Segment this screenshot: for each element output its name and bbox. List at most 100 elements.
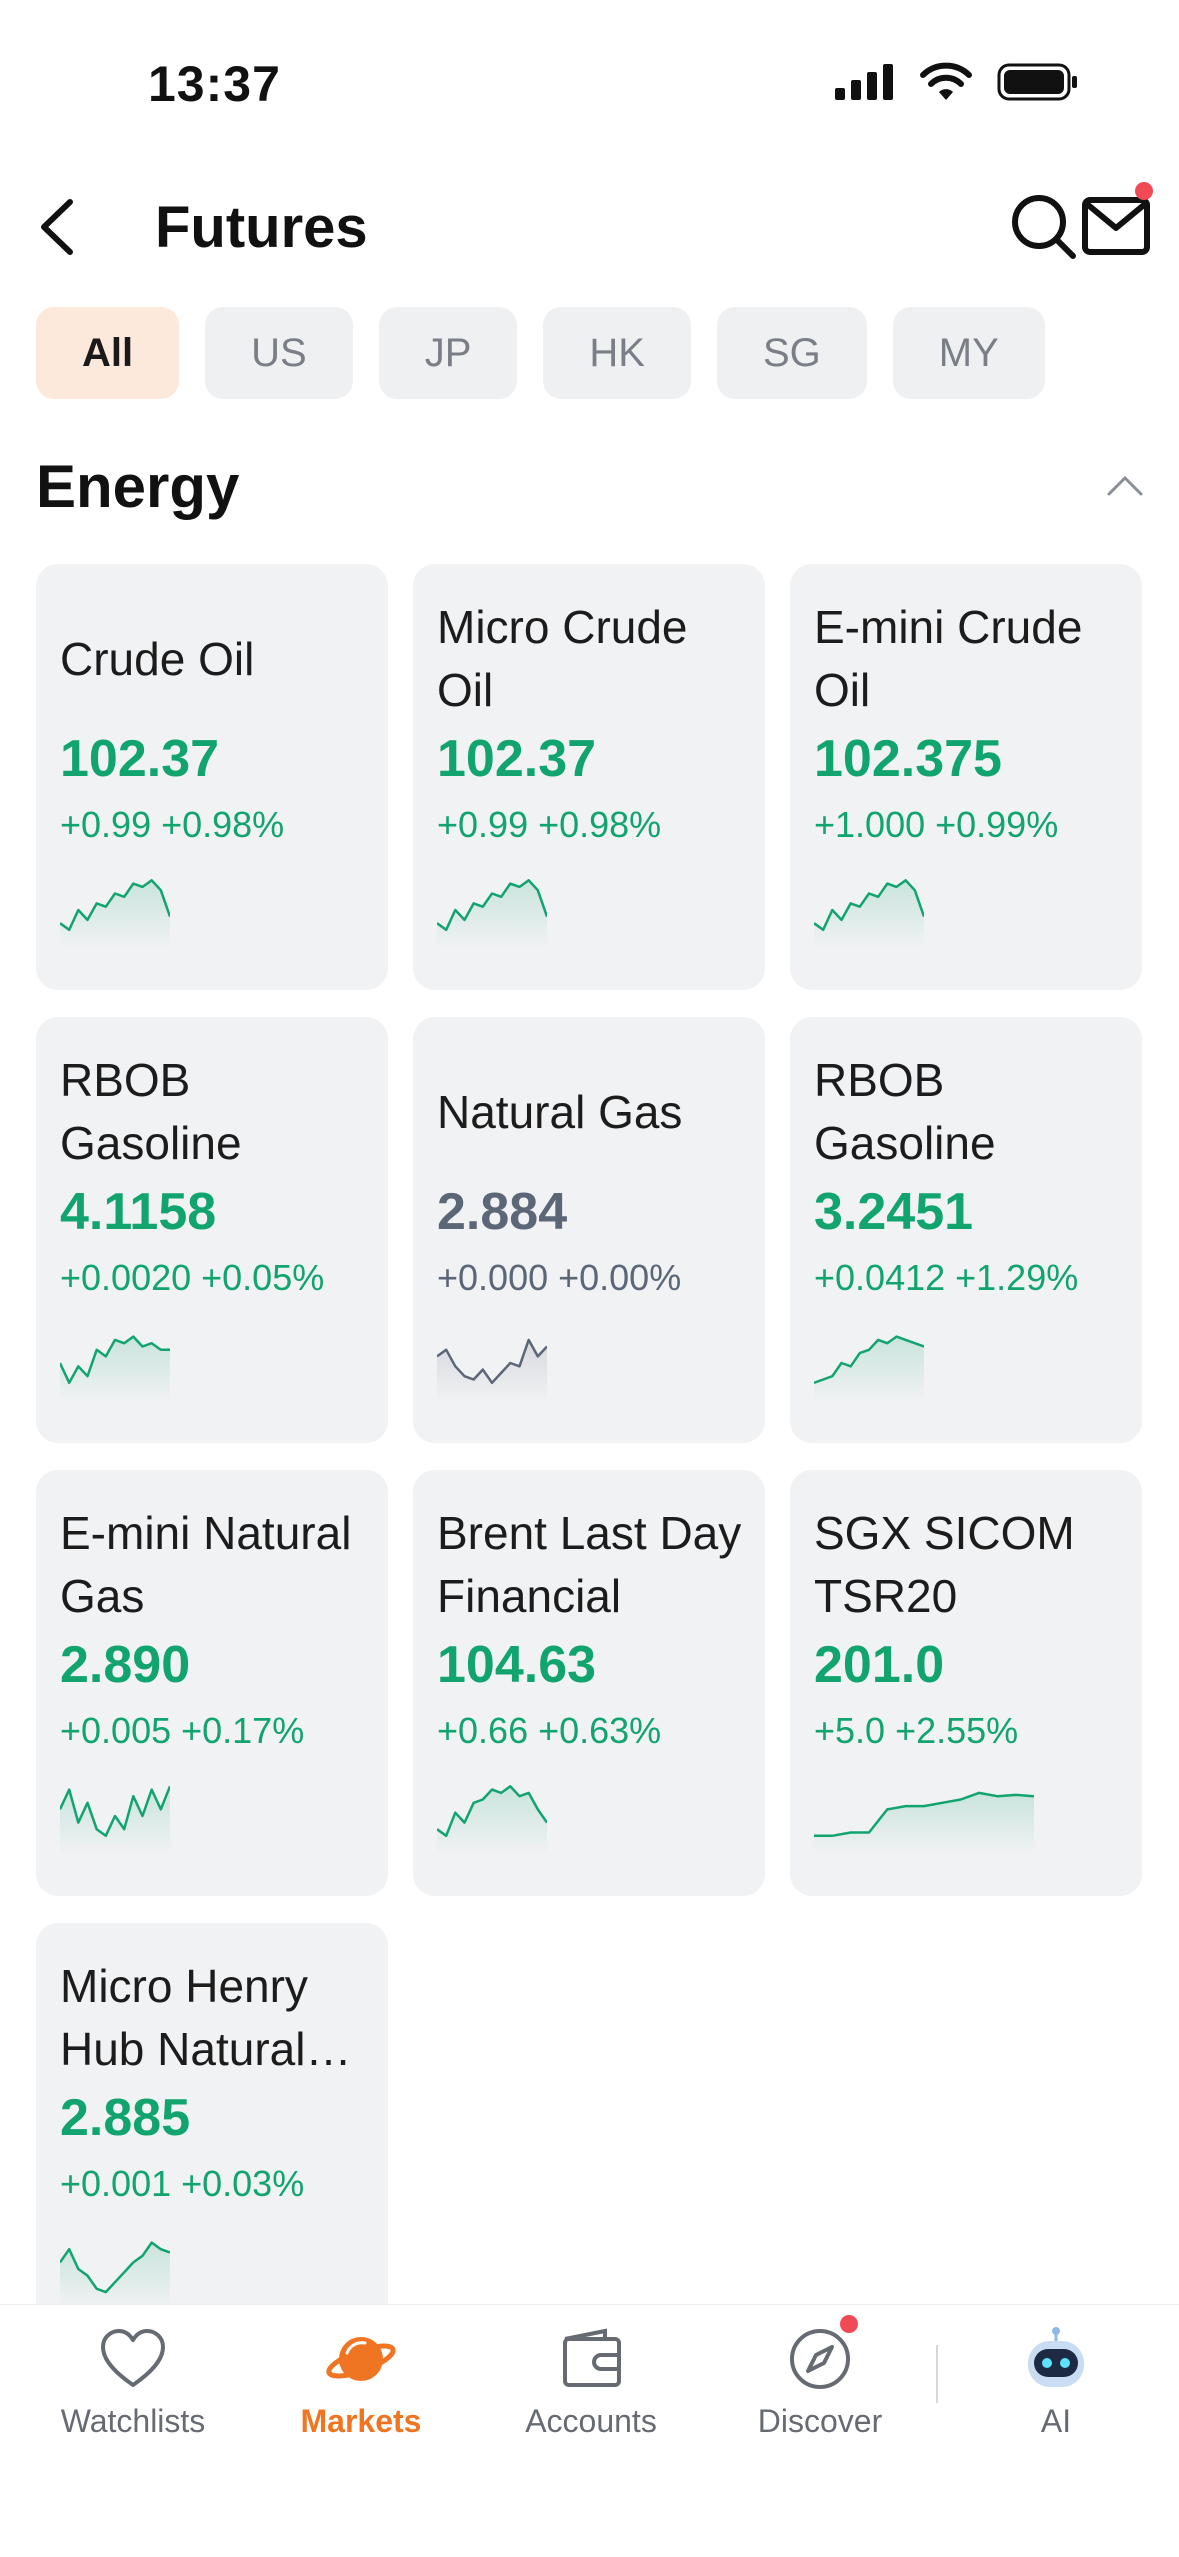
card-name: Brent Last Day Financial — [437, 1500, 745, 1630]
nav-divider — [936, 2345, 938, 2403]
card-change: +0.99 +0.98% — [437, 804, 662, 845]
page-title: Futures — [155, 195, 368, 260]
card-name: RBOB Gasoline — [814, 1047, 1122, 1177]
card-name-text: Natural Gas — [437, 1085, 683, 1138]
card-name-text: Crude Oil — [60, 632, 255, 685]
nav-watchlists[interactable]: Watchlists — [33, 2323, 233, 2440]
card-change: +0.66 +0.63% — [437, 1710, 662, 1751]
filter-chip-all[interactable]: All — [36, 307, 180, 399]
card-name-text: Micro Crude Oil — [437, 601, 688, 716]
card-price: 4.1158 — [60, 1183, 217, 1241]
sparkline-area — [814, 880, 924, 949]
futures-card[interactable]: Natural Gas 2.884 +0.000 +0.00% — [413, 1017, 765, 1443]
sparkline-chart — [60, 2241, 170, 2308]
back-arrow-icon[interactable] — [30, 192, 90, 262]
card-change: +0.000 +0.00% — [437, 1257, 682, 1298]
futures-card[interactable]: E-mini Natural Gas 2.890 +0.005 +0.17% — [36, 1470, 388, 1896]
sparkline-chart — [437, 1338, 547, 1402]
card-price: 102.37 — [437, 730, 597, 788]
card-name: SGX SICOM TSR20 — [814, 1500, 1122, 1630]
sparkline-chart — [814, 1791, 1034, 1855]
market-filter-tabs: All US JP HK SG MY — [36, 307, 1045, 399]
sparkline-line — [60, 1785, 170, 1838]
futures-card[interactable]: E-mini Crude Oil 102.375 +1.000 +0.99% — [790, 564, 1142, 990]
card-price: 201.0 — [814, 1636, 945, 1694]
sparkline-line — [437, 879, 547, 932]
compass-icon-wrap — [784, 2315, 858, 2395]
futures-grid: Crude Oil 102.37 +0.99 +0.98% Micro Crude O… — [36, 564, 1143, 2349]
filter-chip-us[interactable]: US — [205, 307, 353, 399]
nav-label-accounts: Accounts — [525, 2403, 657, 2439]
sparkline-chart — [814, 1335, 924, 1402]
card-price: 2.890 — [60, 1636, 191, 1694]
signal-icon — [835, 64, 893, 100]
card-name-text: E-mini Crude Oil — [814, 601, 1083, 716]
card-name-text: RBOB Gasoline — [814, 1054, 996, 1169]
card-change: +0.0412 +1.29% — [814, 1257, 1079, 1298]
card-name: Micro Henry Hub Natural Gas — [60, 1953, 368, 2083]
nav-ai[interactable]: AI — [956, 2323, 1156, 2440]
card-name: Micro Crude Oil — [437, 594, 745, 724]
card-change: +0.005 +0.17% — [60, 1710, 305, 1751]
sparkline-line — [437, 1785, 547, 1838]
wallet-icon — [563, 2328, 621, 2387]
sparkline-chart — [60, 1335, 170, 1402]
card-price: 2.884 — [437, 1183, 568, 1241]
status-icons — [835, 62, 1079, 102]
futures-card[interactable]: Crude Oil 102.37 +0.99 +0.98% — [36, 564, 388, 990]
card-change: +1.000 +0.99% — [814, 804, 1059, 845]
sparkline-chart — [60, 1785, 170, 1855]
sparkline-area — [60, 1336, 170, 1402]
sparkline-area — [60, 2242, 170, 2308]
futures-card[interactable]: RBOB Gasoline 4.1158 +0.0020 +0.05% — [36, 1017, 388, 1443]
card-price: 104.63 — [437, 1636, 597, 1694]
wifi-icon — [920, 62, 972, 100]
sparkline-line — [60, 879, 170, 932]
nav-markets[interactable]: Markets — [261, 2323, 461, 2440]
nav-label-ai: AI — [1040, 2403, 1072, 2439]
sparkline-area — [437, 1786, 547, 1855]
card-change: +0.0020 +0.05% — [60, 1257, 325, 1298]
chevron-up-icon[interactable] — [1105, 470, 1145, 500]
nav-accounts[interactable]: Accounts — [491, 2323, 691, 2440]
sparkline-chart — [814, 879, 924, 949]
notification-dot — [840, 2315, 858, 2333]
futures-card[interactable]: SGX SICOM TSR20 201.0 +5.0 +2.55% — [790, 1470, 1142, 1896]
bottom-nav: Watchlists Markets Accounts Discover — [0, 2304, 1179, 2557]
card-name: Natural Gas — [437, 1047, 745, 1177]
status-time: 13:37 — [148, 56, 281, 112]
nav-label-markets: Markets — [300, 2403, 422, 2439]
status-bar: 13:37 — [0, 0, 1179, 170]
battery-icon — [997, 63, 1077, 101]
card-price: 2.885 — [60, 2089, 191, 2147]
filter-chip-sg[interactable]: SG — [716, 307, 867, 399]
card-name-text: Micro Henry Hub Natural Gas — [60, 1960, 308, 2075]
sparkline-chart — [60, 879, 170, 949]
robot-icon — [1028, 2327, 1084, 2387]
sparkline-chart — [437, 879, 547, 949]
sparkline-area — [814, 1792, 1034, 1855]
card-name: RBOB Gasoline — [60, 1047, 368, 1177]
card-name-text: E-mini Natural Gas — [60, 1507, 352, 1622]
card-name-text: Brent Last Day Financial — [437, 1507, 742, 1622]
sparkline-line — [437, 1338, 547, 1385]
section-title: Energy — [36, 453, 240, 520]
futures-card[interactable]: RBOB Gasoline 3.2451 +0.0412 +1.29% — [790, 1017, 1142, 1443]
filter-chip-jp[interactable]: JP — [378, 307, 518, 399]
mail-icon[interactable] — [1079, 190, 1157, 262]
sparkline-line — [60, 2241, 170, 2294]
search-icon[interactable] — [1007, 190, 1079, 262]
futures-card[interactable]: Micro Crude Oil 102.37 +0.99 +0.98% — [413, 564, 765, 990]
heart-icon — [101, 2329, 165, 2387]
sparkline-chart — [437, 1785, 547, 1855]
futures-card[interactable]: Brent Last Day Financial 104.63 +0.66 +0.6… — [413, 1470, 765, 1896]
futures-card[interactable]: Micro Henry Hub Natural Gas 2.885 +0.001 +… — [36, 1923, 388, 2349]
filter-chip-hk[interactable]: HK — [543, 307, 691, 399]
card-price: 3.2451 — [814, 1183, 974, 1241]
card-change: +0.001 +0.03% — [60, 2163, 305, 2204]
filter-chip-my[interactable]: MY — [892, 307, 1045, 399]
sparkline-area — [814, 1336, 924, 1402]
nav-discover[interactable]: Discover — [720, 2315, 920, 2440]
sparkline-line — [60, 1335, 170, 1385]
sparkline-area — [60, 880, 170, 949]
